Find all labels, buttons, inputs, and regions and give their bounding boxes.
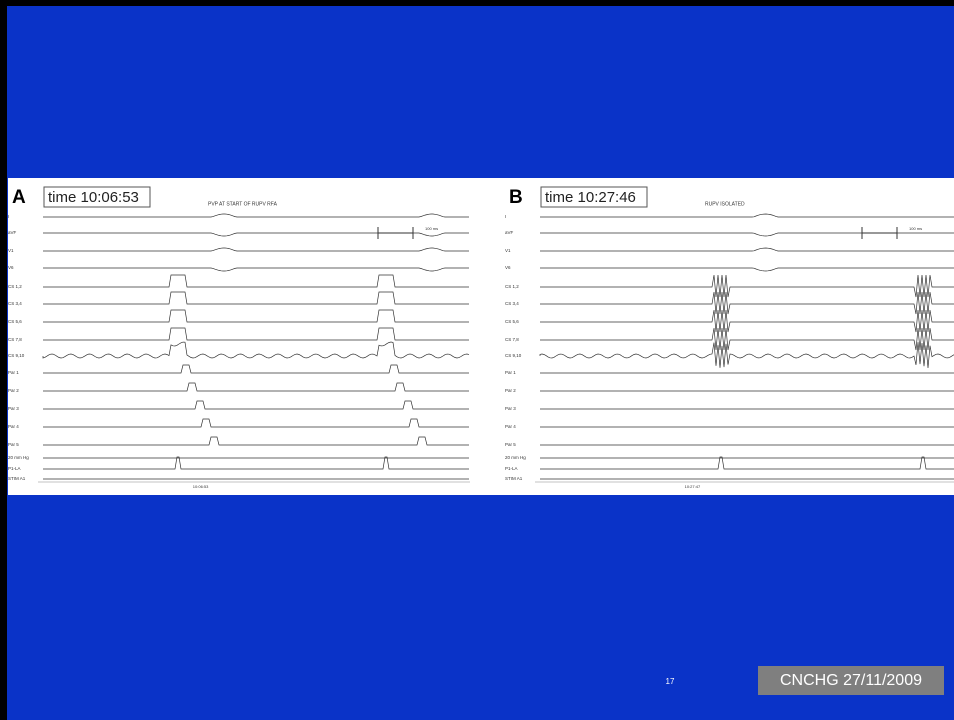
channel-label: CS 5,6 — [505, 319, 519, 324]
channel-label: Par 1 — [505, 370, 516, 375]
channel-label: V1 — [505, 248, 511, 253]
channel-label: CS 3,4 — [505, 301, 519, 306]
channel-label: Par 4 — [8, 424, 19, 429]
slide-canvas: 17 CNCHG 27/11/2009 Atime 10:06:53 PVP AT… — [0, 0, 954, 720]
channel-label: I — [505, 214, 506, 219]
panel-title: PVP AT START OF RUPV RFA — [208, 201, 278, 207]
channel-label: I — [8, 214, 9, 219]
channel-label: aVF — [505, 230, 514, 235]
channel-label: CS 3,4 — [8, 301, 22, 306]
panel-title: RUPV ISOLATED — [705, 201, 745, 207]
channel-label: CS 1,2 — [8, 284, 22, 289]
page-number: 17 — [666, 677, 675, 686]
channel-label: STIM A1 — [505, 476, 523, 481]
scale-label: 100 ms — [425, 226, 438, 231]
panel-letter: B — [509, 187, 523, 208]
channel-label: CS 7,8 — [505, 337, 519, 342]
left-border — [0, 0, 7, 720]
channel-label: Par 4 — [505, 424, 516, 429]
channel-label: Par 5 — [505, 442, 516, 447]
channel-label: Par 2 — [505, 388, 516, 393]
timestamp: 10:06:53 — [193, 484, 209, 489]
time-label: time 10:27:46 — [545, 189, 636, 206]
channel-label: 20 mm Hg — [8, 455, 29, 460]
channel-label: Par 3 — [505, 406, 516, 411]
panel-letter: A — [12, 187, 26, 208]
channel-label: P1-LA — [8, 466, 21, 471]
channel-label: V6 — [505, 265, 511, 270]
channel-label: Par 5 — [8, 442, 19, 447]
channel-label: CS 9,10 — [505, 353, 522, 358]
channel-label: CS 9,10 — [8, 353, 25, 358]
footer-text: CNCHG 27/11/2009 — [780, 672, 922, 689]
channel-label: STIM A1 — [8, 476, 26, 481]
time-label: time 10:06:53 — [48, 189, 139, 206]
slide: 17 CNCHG 27/11/2009 Atime 10:06:53 PVP AT… — [0, 0, 954, 720]
timestamp: 10:27:47 — [685, 484, 701, 489]
scale-label: 100 ms — [909, 226, 922, 231]
channel-label: Par 1 — [8, 370, 19, 375]
channel-label: P1-LA — [505, 466, 518, 471]
top-border — [0, 0, 954, 6]
tracing-strip — [8, 178, 954, 495]
channel-label: aVF — [8, 230, 17, 235]
channel-label: 20 mm Hg — [505, 455, 526, 460]
channel-label: Par 2 — [8, 388, 19, 393]
channel-label: CS 7,8 — [8, 337, 22, 342]
channel-label: V6 — [8, 265, 14, 270]
channel-label: CS 1,2 — [505, 284, 519, 289]
channel-label: CS 5,6 — [8, 319, 22, 324]
channel-label: V1 — [8, 248, 14, 253]
channel-label: Par 3 — [8, 406, 19, 411]
